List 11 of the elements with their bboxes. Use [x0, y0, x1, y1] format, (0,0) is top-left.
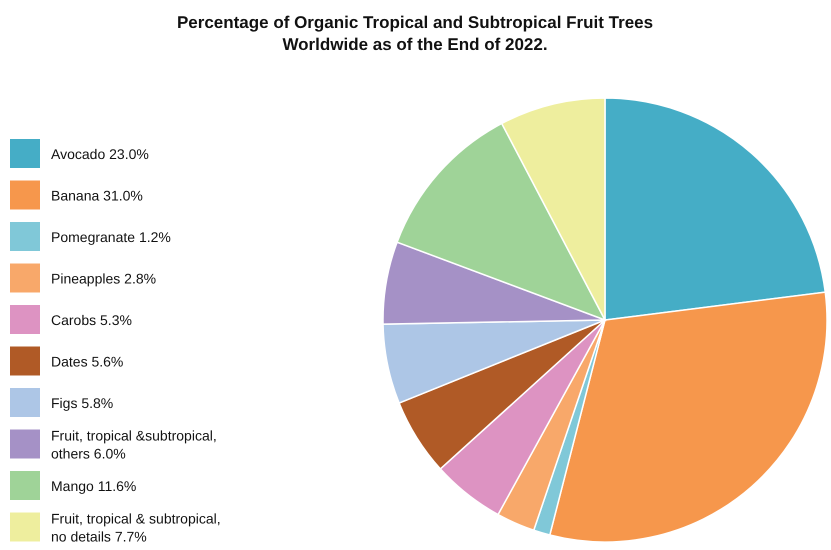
legend-label: Dates 5.6%	[51, 354, 124, 370]
legend-label: Mango 11.6%	[51, 478, 136, 494]
legend-label: Figs 5.8%	[51, 395, 114, 411]
legend-label: Pineapples 2.8%	[51, 270, 156, 286]
legend-label: Carobs 5.3%	[51, 312, 132, 328]
legend-label: Fruit, tropical & subtropical, no details 7.7%	[51, 510, 221, 544]
chart-title: Percentage of Organic Tropical and Subtropical Fruit Trees Worldwide as of the End of 2022.	[176, 13, 654, 54]
legend-label: Fruit, tropical &subtropical, others 6.0%	[51, 428, 217, 462]
legend-label: Avocado 23.0%	[51, 146, 149, 162]
legend-label: Banana 31.0%	[51, 188, 143, 204]
legend-label: Pomegranate 1.2%	[51, 229, 171, 245]
